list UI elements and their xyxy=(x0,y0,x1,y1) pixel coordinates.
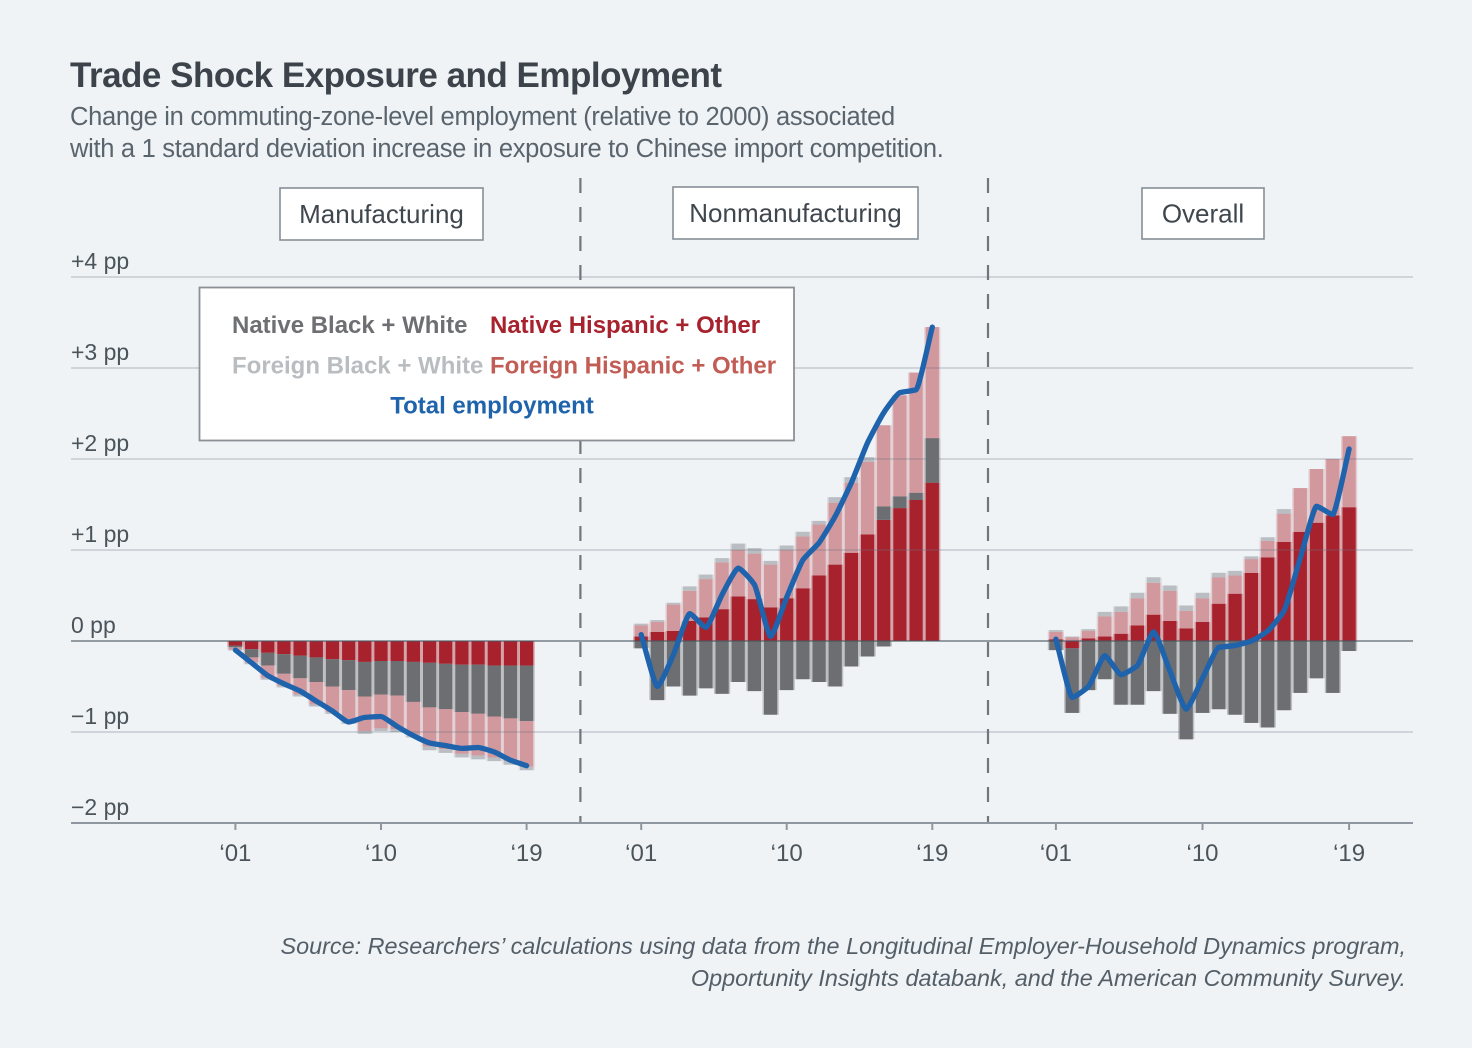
svg-text:‘19: ‘19 xyxy=(916,840,948,867)
svg-text:‘10: ‘10 xyxy=(771,840,803,867)
svg-text:Trade Shock Exposure and Emplo: Trade Shock Exposure and Employment xyxy=(70,56,722,95)
svg-text:−2 pp: −2 pp xyxy=(71,794,129,820)
svg-text:Native Black + White: Native Black + White xyxy=(232,312,467,339)
svg-text:Opportunity Insights databank,: Opportunity Insights databank, and the A… xyxy=(691,965,1406,991)
svg-text:Change in commuting-zone-level: Change in commuting-zone-level employmen… xyxy=(70,103,895,131)
svg-text:‘19: ‘19 xyxy=(1333,840,1365,867)
svg-text:+4 pp: +4 pp xyxy=(71,248,129,274)
svg-text:‘01: ‘01 xyxy=(219,840,251,867)
svg-text:Native Hispanic + Other: Native Hispanic + Other xyxy=(490,312,760,339)
svg-text:Foreign Hispanic + Other: Foreign Hispanic + Other xyxy=(490,353,776,380)
svg-text:Overall: Overall xyxy=(1162,199,1244,229)
svg-text:+1 pp: +1 pp xyxy=(71,521,129,547)
svg-text:‘19: ‘19 xyxy=(511,840,543,867)
svg-text:Nonmanufacturing: Nonmanufacturing xyxy=(689,198,901,228)
svg-text:Source: Researchers’ calculati: Source: Researchers’ calculations using … xyxy=(281,933,1407,959)
svg-text:+2 pp: +2 pp xyxy=(71,430,129,456)
svg-text:‘01: ‘01 xyxy=(1040,840,1072,867)
svg-text:Manufacturing: Manufacturing xyxy=(299,199,464,229)
svg-text:Foreign Black + White: Foreign Black + White xyxy=(232,353,483,380)
svg-text:‘10: ‘10 xyxy=(365,840,397,867)
svg-text:Total employment: Total employment xyxy=(390,393,594,420)
svg-text:−1 pp: −1 pp xyxy=(71,703,129,729)
svg-text:‘01: ‘01 xyxy=(625,840,657,867)
svg-text:0 pp: 0 pp xyxy=(71,612,116,638)
svg-text:‘10: ‘10 xyxy=(1186,840,1218,867)
svg-text:+3 pp: +3 pp xyxy=(71,339,129,365)
svg-text:with a 1 standard deviation in: with a 1 standard deviation increase in … xyxy=(69,135,944,163)
